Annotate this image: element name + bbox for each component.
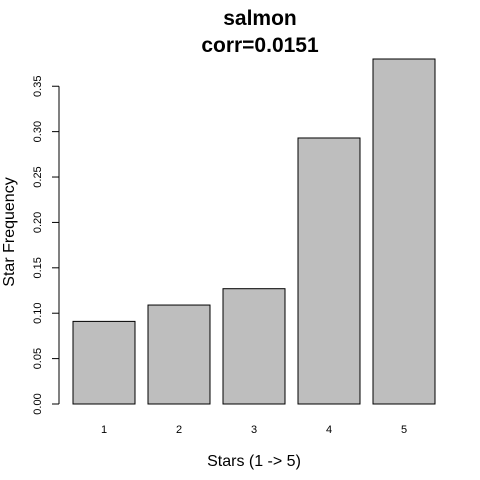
y-tick-label: 0.10 <box>32 302 44 323</box>
y-tick-label: 0.05 <box>32 348 44 369</box>
x-tick-label: 5 <box>401 424 407 436</box>
x-tick-label: 3 <box>251 424 257 436</box>
x-axis-label: Stars (1 -> 5) <box>207 453 301 470</box>
y-tick-label: 0.25 <box>32 166 44 187</box>
y-tick-label: 0.15 <box>32 257 44 278</box>
y-tick-label: 0.35 <box>32 76 44 97</box>
bar-4 <box>297 137 361 405</box>
x-tick-label: 4 <box>326 424 332 436</box>
bars-group <box>72 58 436 405</box>
x-tick-labels: 1 2 3 4 5 <box>101 424 407 436</box>
y-tick-label: 0.00 <box>32 393 44 414</box>
x-tick-label: 2 <box>176 424 182 436</box>
bar-1 <box>72 320 136 405</box>
chart-subtitle: corr=0.0151 <box>201 34 319 57</box>
chart-title: salmon <box>223 7 297 30</box>
y-axis-label: Star Frequency <box>1 177 18 286</box>
y-axis: 0.00 0.05 0.10 0.15 0.20 0.25 0.30 0.35 <box>32 76 60 415</box>
y-tick-label: 0.20 <box>32 212 44 233</box>
bar-3 <box>222 288 286 405</box>
x-tick-label: 1 <box>101 424 107 436</box>
bar-5 <box>372 58 436 405</box>
bar-2 <box>147 304 211 405</box>
y-tick-label: 0.30 <box>32 121 44 142</box>
